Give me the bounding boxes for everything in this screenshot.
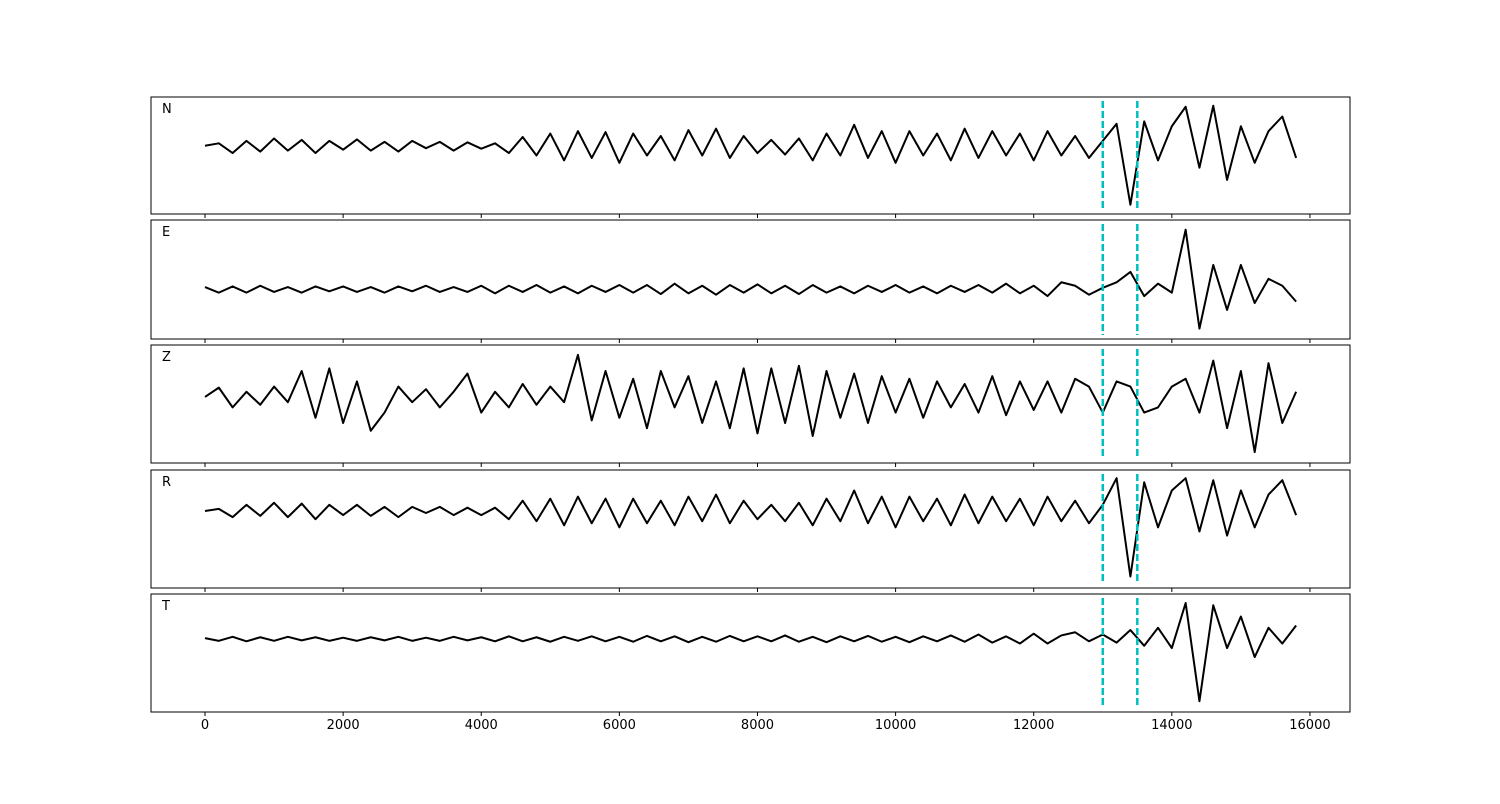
panel-label: E	[162, 225, 170, 240]
trace	[204, 477, 1298, 578]
panel-frame	[150, 219, 1351, 340]
x-tick-label: 8000	[741, 718, 774, 733]
x-tick-label: 12000	[1013, 718, 1054, 733]
trace	[204, 228, 1297, 330]
panel-frame	[150, 469, 1351, 589]
trace	[204, 353, 1298, 454]
x-tick-label: 6000	[603, 718, 636, 733]
trace	[204, 602, 1297, 703]
x-tick-label: 10000	[875, 718, 916, 733]
panel-frame	[150, 344, 1351, 464]
x-tick-label: 0	[201, 718, 209, 733]
x-tick-label: 4000	[465, 718, 498, 733]
x-tick-label: 14000	[1151, 718, 1192, 733]
x-tick-label: 2000	[327, 718, 360, 733]
x-tick-label: 16000	[1289, 718, 1330, 733]
panel-label: Z	[162, 350, 171, 365]
panel-frame	[150, 593, 1351, 713]
panel-label: T	[161, 599, 170, 614]
trace	[204, 104, 1298, 206]
panel-label: R	[162, 475, 171, 490]
panel-frame	[150, 96, 1351, 215]
panel-label: N	[162, 102, 172, 117]
